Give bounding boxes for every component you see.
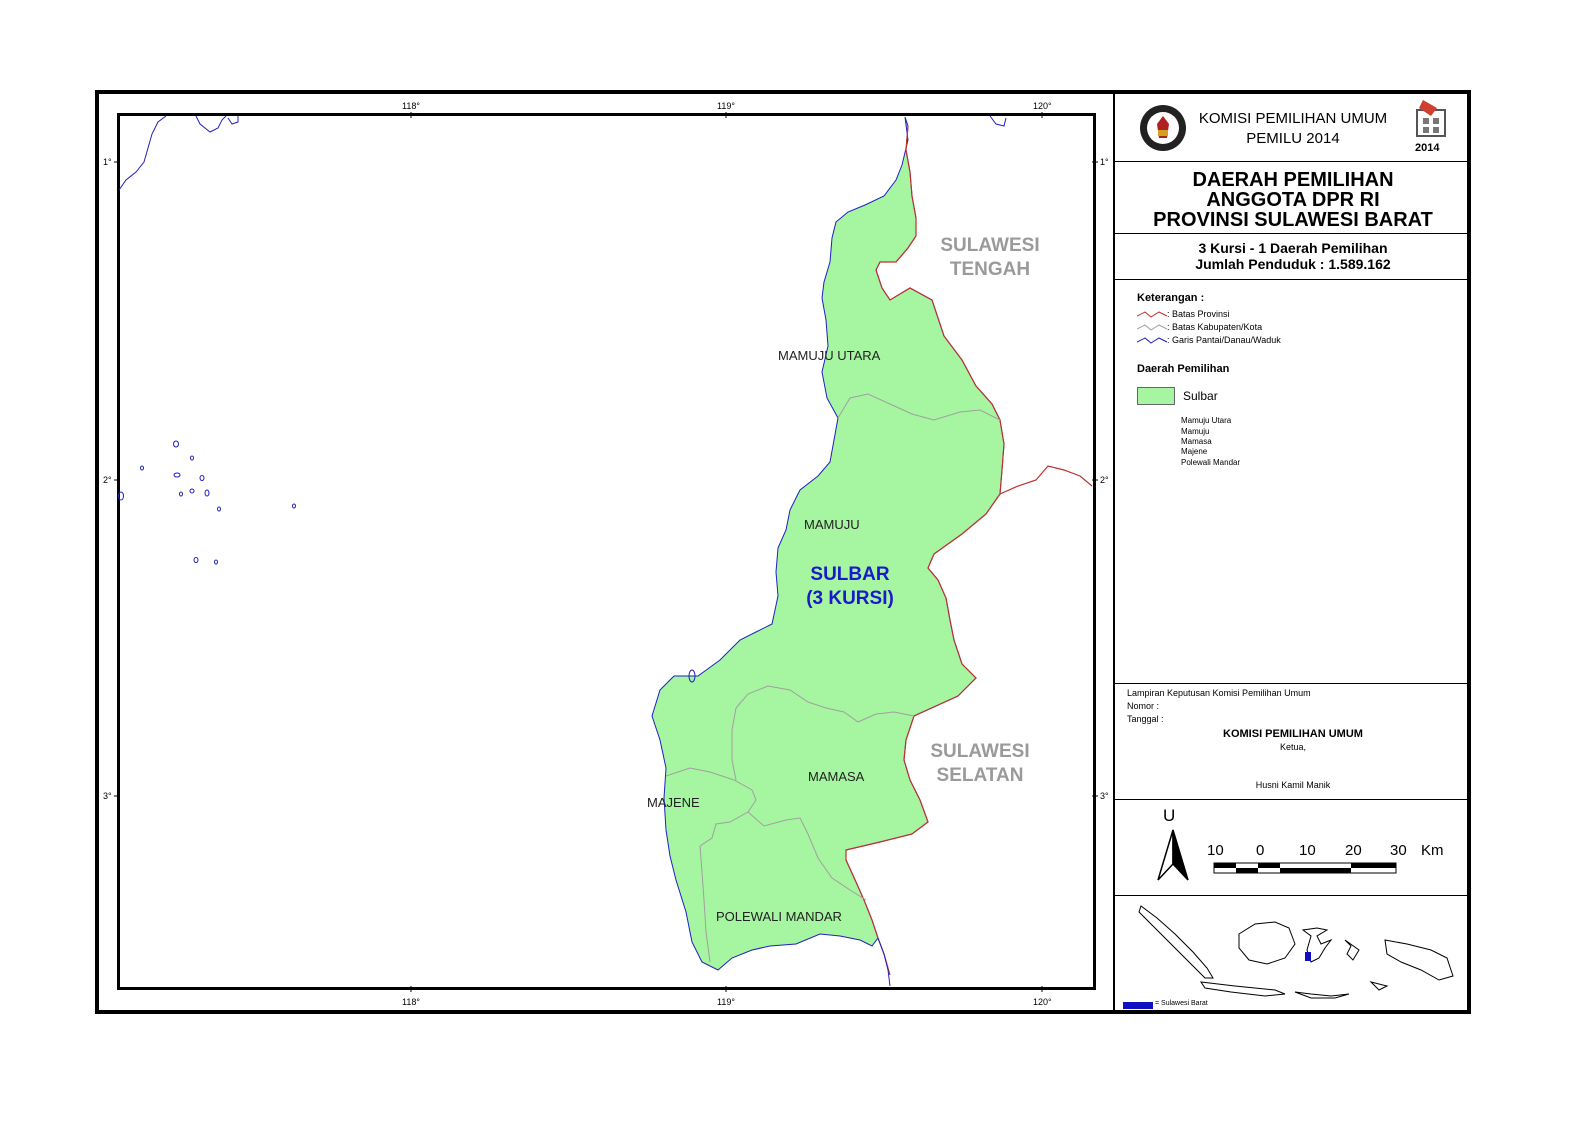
kabupaten-border-polewali-east [747,811,867,901]
kabupaten-border-mamasa-north [735,685,915,723]
inset-sulbar-highlight [1305,952,1311,961]
neighbor-sulsel-line2: SELATAN [936,765,1024,786]
neighbor-label-sulsel: SULAWESI SELATAN [910,740,1050,788]
inset-swatch [1123,1002,1153,1009]
summary-line2: Jumlah Penduduk : 1.589.162 [1195,256,1391,272]
kabupaten-list-item: Polewali Mandar [1181,458,1241,467]
legend-item-province: : Batas Provinsi [1167,309,1230,319]
neighbor-sulteng-line2: TENGAH [949,259,1031,280]
dapil-swatch [1137,387,1175,405]
org-line1: KOMISI PEMILIHAN UMUM [1198,110,1388,127]
dapil-heading: Daerah Pemilihan [1137,363,1230,375]
region-label-mamuju[interactable]: MAMUJU [804,517,860,532]
lat-tick-left-1: 1° [103,157,112,167]
kabupaten-list-item: Majene [1181,447,1208,456]
scale-label: 30 [1390,842,1407,859]
legend-item-coast: : Garis Pantai/Danau/Waduk [1167,335,1281,345]
header-section: KOMISI PEMILIHAN UMUM PEMILU 2014 2014 [1115,90,1471,162]
lon-tick-bottom-120: 120° [1033,997,1052,1007]
coast-northwest-islands [195,115,239,133]
inset-section: = Sulawesi Barat [1115,896,1471,1014]
north-label: U [1163,806,1176,825]
kpu-logo-icon [1140,105,1186,151]
title-line1: DAERAH PEMILIHAN [1192,169,1394,191]
region-label-majene[interactable]: MAJENE [647,795,700,810]
kabupaten-border-majene [665,767,757,813]
province-border-sulteng-selatan [999,465,1093,495]
title-line2: ANGGOTA DPR RI [1206,189,1380,211]
scale-label: 0 [1256,842,1265,859]
legend-item-kabupaten: : Batas Kabupaten/Kota [1167,322,1263,332]
signature-line1: Lampiran Keputusan Komisi Pemilihan Umum [1127,688,1311,698]
summary-section: 3 Kursi - 1 Daerah Pemilihan Jumlah Pend… [1115,234,1471,280]
map-border [117,113,1096,990]
logo-year: 2014 [1415,142,1440,154]
lon-tick-top-120: 120° [1033,101,1052,111]
lon-tick-bottom-119: 119° [717,997,735,1007]
lat-tick-right-2: 2° [1100,475,1109,485]
kabupaten-list-item: Mamasa [1181,437,1212,446]
legend-heading: Keterangan : [1137,292,1205,304]
scale-unit: Km [1421,842,1444,859]
kabupaten-border-mamasa-west [731,707,737,781]
signature-name: Husni Kamil Manik [1255,780,1331,790]
summary-line1: 3 Kursi - 1 Daerah Pemilihan [1198,240,1388,256]
title-section: DAERAH PEMILIHAN ANGGOTA DPR RI PROVINSI… [1115,162,1471,234]
scale-bar [1213,862,1397,874]
lat-tick-right-3: 3° [1100,791,1109,801]
lon-tick-top-118: 118° [402,101,420,111]
lon-tick-bottom-118: 118° [402,997,420,1007]
kabupaten-list-item: Mamuju [1181,427,1210,436]
signature-section: Lampiran Keputusan Komisi Pemilihan Umum… [1115,684,1471,800]
neighbor-label-sulteng: SULAWESI TENGAH [920,234,1060,282]
small-islands [118,440,696,683]
coast-south-sulsel [877,937,891,987]
scale-section: U 10 0 10 20 30 Km [1115,800,1471,896]
dapil-label-line2: (3 KURSI) [806,588,894,609]
signature-tanggal: Tanggal : [1127,714,1164,724]
pemilu-2014-logo-icon [1416,100,1446,137]
lat-tick-left-3: 3° [103,791,112,801]
legend-section: Keterangan : : Batas Provinsi : Batas Ka… [1115,280,1471,684]
region-label-mamasa[interactable]: MAMASA [808,769,865,784]
map-sheet-frame [95,90,1471,1014]
dapil-label: SULBAR (3 KURSI) [780,563,920,611]
scale-label: 10 [1207,842,1224,859]
kabupaten-border-mamuju-utara [837,393,1001,421]
graticule-ticks [114,112,1098,992]
title-line3: PROVINSI SULAWESI BARAT [1153,209,1433,231]
region-label-mamuju-utara[interactable]: MAMUJU UTARA [778,348,881,363]
legend-panel: KOMISI PEMILIHAN UMUM PEMILU 2014 2014 D… [1113,90,1471,1014]
dapil-label-line1: SULBAR [810,564,890,585]
lat-tick-left-2: 2° [103,475,112,485]
dapil-name: Sulbar [1183,389,1218,403]
neighbor-sulsel-line1: SULAWESI [930,741,1030,762]
region-label-polewali-mandar[interactable]: POLEWALI MANDAR [716,909,842,924]
org-line2: PEMILU 2014 [1246,130,1340,147]
coast-kalimantan [118,115,167,191]
legend-line-swatches [1137,311,1168,344]
kabupaten-border-polewali [699,811,749,963]
north-arrow-icon [1157,829,1189,881]
scale-label: 10 [1299,842,1316,859]
neighbor-sulteng-line1: SULAWESI [940,235,1040,256]
lat-tick-right-1: 1° [1100,157,1109,167]
coast-north-right [989,115,1007,127]
signature-role: Ketua, [1279,742,1307,752]
signature-org: KOMISI PEMILIHAN UMUM [1223,728,1363,740]
lon-tick-top-119: 119° [717,101,735,111]
scale-label: 20 [1345,842,1362,859]
signature-nomor: Nomor : [1127,701,1160,711]
province-border-east [845,125,1005,976]
kabupaten-list-item: Mamuju Utara [1181,416,1232,425]
inset-map-indonesia [1138,905,1454,999]
inset-caption: = Sulawesi Barat [1155,1000,1208,1007]
